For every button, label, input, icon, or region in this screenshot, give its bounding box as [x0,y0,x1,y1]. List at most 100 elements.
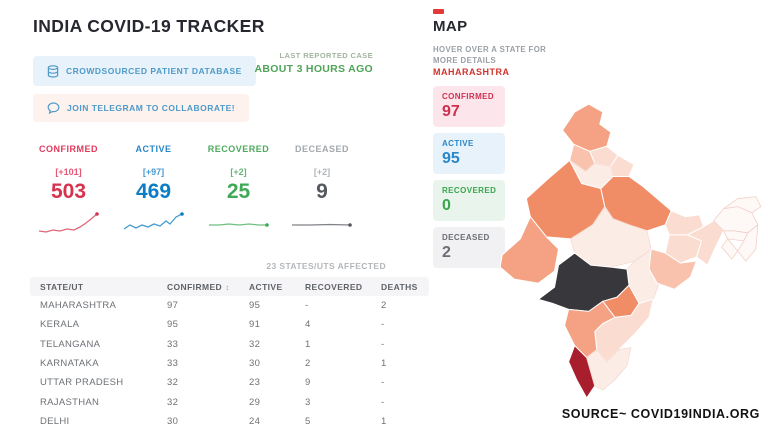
stat-value: 9 [316,180,328,203]
last-reported-label: LAST REPORTED CASE [279,51,373,60]
database-button-label: CROWDSOURCED PATIENT DATABASE [66,66,242,76]
value-cell: - [381,396,385,408]
states-affected-note: 23 STATES/UTS AFFECTED [266,261,386,271]
source-attribution: SOURCE~ COVID19INDIA.ORG [561,407,760,421]
table-row[interactable]: UTTAR PRADESH 32 23 9 - [30,373,429,392]
state-name-cell: MAHARASHTRA [40,300,117,312]
state-table-body: MAHARASHTRA 97 95-2 KERALA 95 91 4- TELANGANA 33… [30,296,429,431]
value-cell: - [305,300,309,312]
table-row[interactable]: MAHARASHTRA 97 95 - 2 [30,296,429,315]
state-name-cell: UTTAR PRADESH [40,377,124,389]
value-cell: 2 [381,300,387,312]
stat-label: ACTIVE [135,144,172,154]
active-sparkline [123,212,184,230]
value-cell: 29 [249,396,261,408]
sort-icon[interactable]: ↕ [225,282,230,292]
state-name-cell: TELANGANA [40,338,101,350]
chat-bubble-icon [47,102,60,114]
table-row[interactable]: TELANGANA 33 32 1 - [30,335,429,354]
table-row[interactable]: KARNATAKA 33 30 2 1 [30,354,429,373]
map-hint: HOVER OVER A STATE FOR MORE DETAILS [433,45,547,66]
deceased-sparkline [292,223,352,227]
value-cell: 95 [167,319,179,331]
value-cell: 24 [249,415,261,427]
value-cell: 97 [167,300,179,312]
map-stat-label: DECEASED [442,233,490,242]
header-recovered[interactable]: RECOVERED [295,277,371,296]
stat-delta: [+2] [230,167,247,177]
value-cell: 32 [249,338,261,350]
value-cell: 5 [305,415,311,427]
map-stat-confirmed: CONFIRMED 97 [433,86,505,127]
table-row[interactable]: KERALA 95 91 4 - [30,315,429,334]
map-stat-value: 95 [442,150,460,167]
value-cell: - [381,319,385,331]
stat-deceased[interactable]: DECEASED [+2] 9 [281,144,363,242]
stat-confirmed[interactable]: CONFIRMED [+101] 503 [26,144,111,242]
header-deaths[interactable]: DEATHS [371,277,429,296]
stat-active[interactable]: ACTIVE [+97] 469 [111,144,196,242]
stat-label: DECEASED [294,144,349,154]
value-cell: 9 [305,377,311,389]
value-cell: 1 [381,358,387,370]
value-cell: - [381,377,385,389]
value-cell: 95 [249,300,261,312]
value-cell: 3 [305,396,311,408]
header-state[interactable]: STATE/UT [30,277,157,296]
value-cell: 30 [167,415,179,427]
table-row[interactable]: RAJASTHAN 32 29 3 - [30,392,429,411]
map-stat-label: RECOVERED [442,186,497,195]
table-row[interactable]: DELHI 30 24 5 1 [30,412,429,431]
value-cell: 32 [167,396,179,408]
gujarat-region[interactable] [499,215,560,284]
selected-state-name: MAHARASHTRA [433,67,510,77]
stats-row: CONFIRMED [+101] 503 ACTIVE [+97] 469 RE… [26,144,363,242]
odisha-region[interactable] [648,248,698,290]
last-reported: LAST REPORTED CASE ABOUT 3 HOURS AGO [248,51,373,75]
state-name-cell: KERALA [40,319,80,331]
telegram-button[interactable]: JOIN TELEGRAM TO COLLABORATE! [33,94,250,122]
confirmed-sparkline [38,212,99,233]
state-name-cell: DELHI [40,415,70,427]
map-stat-value: 0 [442,197,451,214]
state-name-cell: RAJASTHAN [40,396,100,408]
map-stat-value: 97 [442,103,460,120]
value-cell: 2 [305,358,311,370]
map-stat-active: ACTIVE 95 [433,133,505,174]
page-title: INDIA COVID-19 TRACKER [33,16,265,36]
map-stat-label: ACTIVE [442,139,474,148]
stat-label: RECOVERED [207,144,270,154]
jammu-kashmir-region[interactable] [561,103,612,152]
header-active[interactable]: ACTIVE [239,277,295,296]
stat-delta: [+2] [313,167,331,177]
crowdsourced-database-button[interactable]: CROWDSOURCED PATIENT DATABASE [33,56,256,86]
state-table: STATE/UT CONFIRMED ↕ ACTIVE RECOVERED DEA… [30,277,429,431]
header-confirmed[interactable]: CONFIRMED ↕ [157,277,239,296]
recovered-sparkline [208,223,269,227]
state-name-cell: KARNATAKA [40,358,99,370]
nagaland-mizoram-region[interactable] [737,224,759,262]
stat-delta: [+97] [142,167,165,177]
map-stat-value: 2 [442,244,451,261]
value-cell: 30 [249,358,261,370]
table-header-row: STATE/UT CONFIRMED ↕ ACTIVE RECOVERED DEA… [30,277,429,296]
value-cell: 33 [167,358,179,370]
stat-value: 503 [50,180,87,203]
stat-value: 469 [135,180,172,203]
value-cell: - [381,338,385,350]
india-choropleth-map [499,103,762,399]
map-title: MAP [433,18,468,35]
stat-recovered[interactable]: RECOVERED [+2] 25 [196,144,281,242]
tripura-region[interactable] [721,238,739,260]
map-stat-label: CONFIRMED [442,92,495,101]
tamil-nadu-region[interactable] [586,347,632,391]
map-stat-deceased: DECEASED 2 [433,227,505,268]
stat-value: 25 [226,180,251,203]
karnataka-region[interactable] [564,300,616,359]
database-icon [47,64,59,78]
last-reported-value: ABOUT 3 HOURS AGO [254,63,373,75]
value-cell: 1 [305,338,311,350]
value-cell: 32 [167,377,179,389]
map-stat-recovered: RECOVERED 0 [433,180,505,221]
